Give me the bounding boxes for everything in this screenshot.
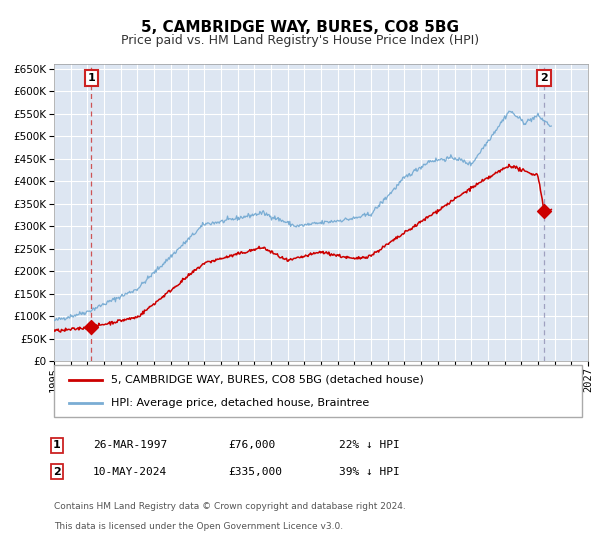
Text: HPI: Average price, detached house, Braintree: HPI: Average price, detached house, Brai…	[111, 398, 369, 408]
Text: £335,000: £335,000	[228, 466, 282, 477]
Point	[539, 206, 549, 215]
Text: This data is licensed under the Open Government Licence v3.0.: This data is licensed under the Open Gov…	[54, 522, 343, 531]
Point	[86, 323, 96, 332]
Text: 5, CAMBRIDGE WAY, BURES, CO8 5BG: 5, CAMBRIDGE WAY, BURES, CO8 5BG	[141, 20, 459, 35]
Text: Contains HM Land Registry data © Crown copyright and database right 2024.: Contains HM Land Registry data © Crown c…	[54, 502, 406, 511]
Text: 1: 1	[88, 73, 95, 83]
Text: 39% ↓ HPI: 39% ↓ HPI	[339, 466, 400, 477]
Text: 10-MAY-2024: 10-MAY-2024	[93, 466, 167, 477]
Text: 26-MAR-1997: 26-MAR-1997	[93, 440, 167, 450]
Text: Price paid vs. HM Land Registry's House Price Index (HPI): Price paid vs. HM Land Registry's House …	[121, 34, 479, 46]
Text: 2: 2	[53, 466, 61, 477]
Text: £76,000: £76,000	[228, 440, 275, 450]
Text: 22% ↓ HPI: 22% ↓ HPI	[339, 440, 400, 450]
Text: 1: 1	[53, 440, 61, 450]
Text: 2: 2	[540, 73, 548, 83]
Text: 5, CAMBRIDGE WAY, BURES, CO8 5BG (detached house): 5, CAMBRIDGE WAY, BURES, CO8 5BG (detach…	[111, 375, 424, 385]
